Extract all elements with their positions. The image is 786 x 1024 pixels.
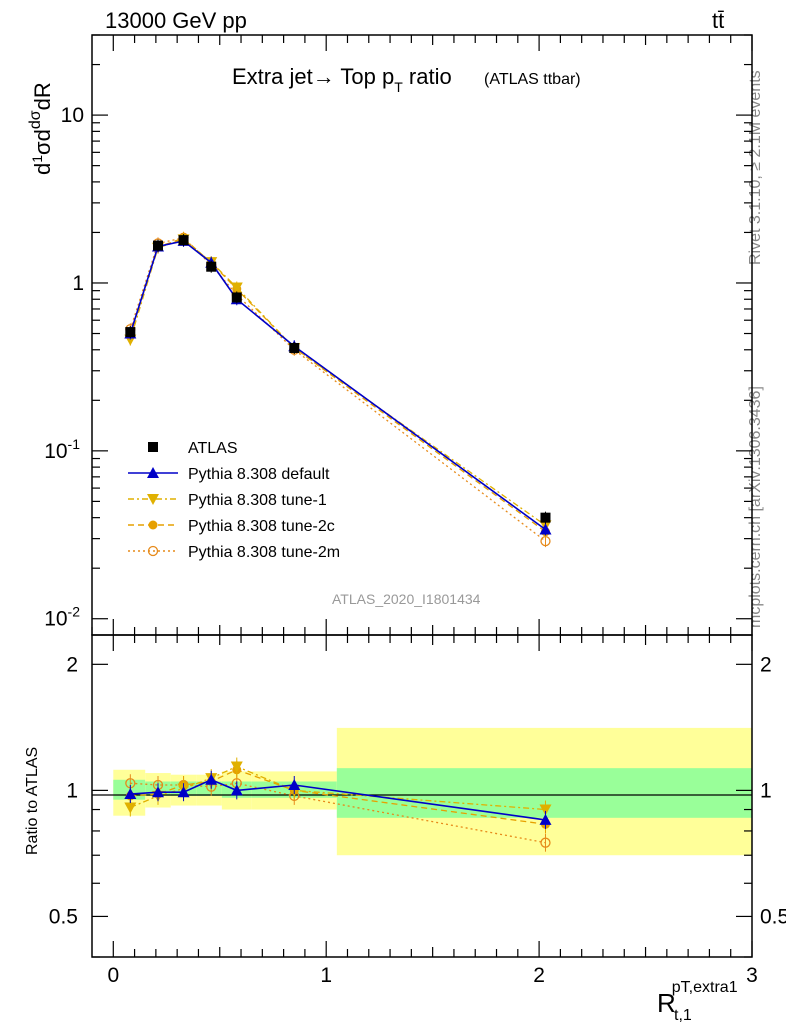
header-process-label: tt̄ [712, 8, 724, 33]
ratio-point [288, 778, 301, 790]
ratio-point [177, 786, 190, 798]
ratio-point [205, 773, 218, 785]
legend-label: Pythia 8.308 tune-2m [188, 544, 340, 561]
legend-marker [148, 520, 158, 530]
legend-label: Pythia 8.308 tune-1 [188, 492, 327, 509]
data-point [206, 261, 217, 272]
ratio-point [124, 802, 137, 814]
mcplots-label: mcplots.cern.ch [arXiv:1306.3436] [747, 386, 764, 628]
ratio-point [230, 784, 243, 796]
ratio-point [124, 788, 137, 800]
ratio-y-tick-label: 1 [66, 779, 78, 802]
ratio-uncertainty-bands [113, 727, 752, 856]
ratio-y-tick-label-right: 1 [760, 779, 772, 802]
chart-title-main: Extra jet→ Top p [232, 64, 394, 89]
x-axis-label-sub: t,1 [674, 1007, 692, 1024]
x-axis-label: RpT,extra1 [657, 979, 738, 1018]
data-point [289, 342, 300, 353]
ratio-plot-panel: 0.5 0.5 1 1 2 2 0 1 2 3 Ratio to ATLAS RpT,extra1… [24, 634, 786, 1024]
legend-marker [147, 494, 159, 505]
main-axis-ticks: 10-2 10-1 1 10 [44, 34, 753, 635]
ratio-y-tick-label: 0.5 [49, 905, 78, 928]
legend-marker [147, 467, 159, 478]
main-y-tick-label: 1 [72, 272, 84, 295]
x-axis-label-main: R [657, 988, 676, 1018]
chart-title: Extra jet→ Top pT ratio [232, 64, 452, 95]
main-y-tick-label: 10 [61, 104, 84, 127]
legend-label: Pythia 8.308 tune-2c [188, 518, 335, 535]
data-point [230, 282, 243, 294]
main-y-tick-label: 10-2 [44, 604, 80, 631]
ratio-point [152, 786, 164, 798]
ratio-series-layer [124, 757, 552, 852]
data-point [153, 240, 163, 251]
ratio-x-tick-label: 1 [320, 964, 332, 987]
ratio-y-tick-label-right: 0.5 [760, 905, 786, 928]
ratio-point [540, 837, 551, 848]
legend-marker [148, 442, 158, 452]
legend-label: ATLAS [188, 440, 238, 457]
x-axis-label-sup: pT,extra1 [672, 979, 738, 996]
ratio-point [230, 761, 243, 773]
series-line-3 [129, 237, 546, 533]
ratio-point [539, 804, 552, 816]
chart-title-sub: T [394, 79, 403, 95]
main-series-layer [124, 231, 552, 548]
chart-title-small: (ATLAS ttbar) [484, 71, 581, 88]
legend: ATLAS Pythia 8.308 default Pythia 8.308 tu… [128, 440, 340, 561]
data-point [540, 512, 551, 523]
ratio-axis-ticks: 0.5 0.5 1 1 2 2 0 1 2 3 [49, 635, 786, 987]
ratio-y-tick-label: 2 [66, 653, 78, 676]
ratio-y-tick-label-right: 2 [760, 653, 772, 676]
data-point [125, 327, 136, 338]
series-line-1 [129, 240, 546, 531]
main-y-axis-label: d1σddσdR [27, 82, 55, 175]
rivet-version-label: Rivet 3.1.10, ≥ 2.1M events [747, 70, 764, 265]
ratio-y-axis-label: Ratio to ATLAS [24, 747, 41, 855]
chart-title-after: ratio [403, 64, 452, 89]
svg-text:d1σddσdR: d1σddσdR [27, 82, 55, 175]
ratio-x-tick-label: 3 [746, 964, 758, 987]
analysis-id-label: ATLAS_2020_I1801434 [332, 591, 481, 607]
data-point [178, 235, 189, 246]
data-point [539, 523, 552, 535]
ratio-x-tick-label: 2 [533, 964, 545, 987]
legend-label: Pythia 8.308 default [188, 466, 330, 483]
main-plot-panel: 10-2 10-1 1 10 Extra jet→ Top pT ratio (ATL… [27, 34, 753, 636]
ratio-x-tick-label: 0 [107, 964, 119, 987]
header-energy-label: 13000 GeV pp [105, 8, 247, 33]
ratio-plot-frame [91, 634, 753, 958]
main-y-tick-label: 10-1 [44, 436, 80, 463]
data-point [231, 292, 242, 303]
legend-marker [147, 545, 159, 557]
ratio-point [539, 813, 552, 825]
